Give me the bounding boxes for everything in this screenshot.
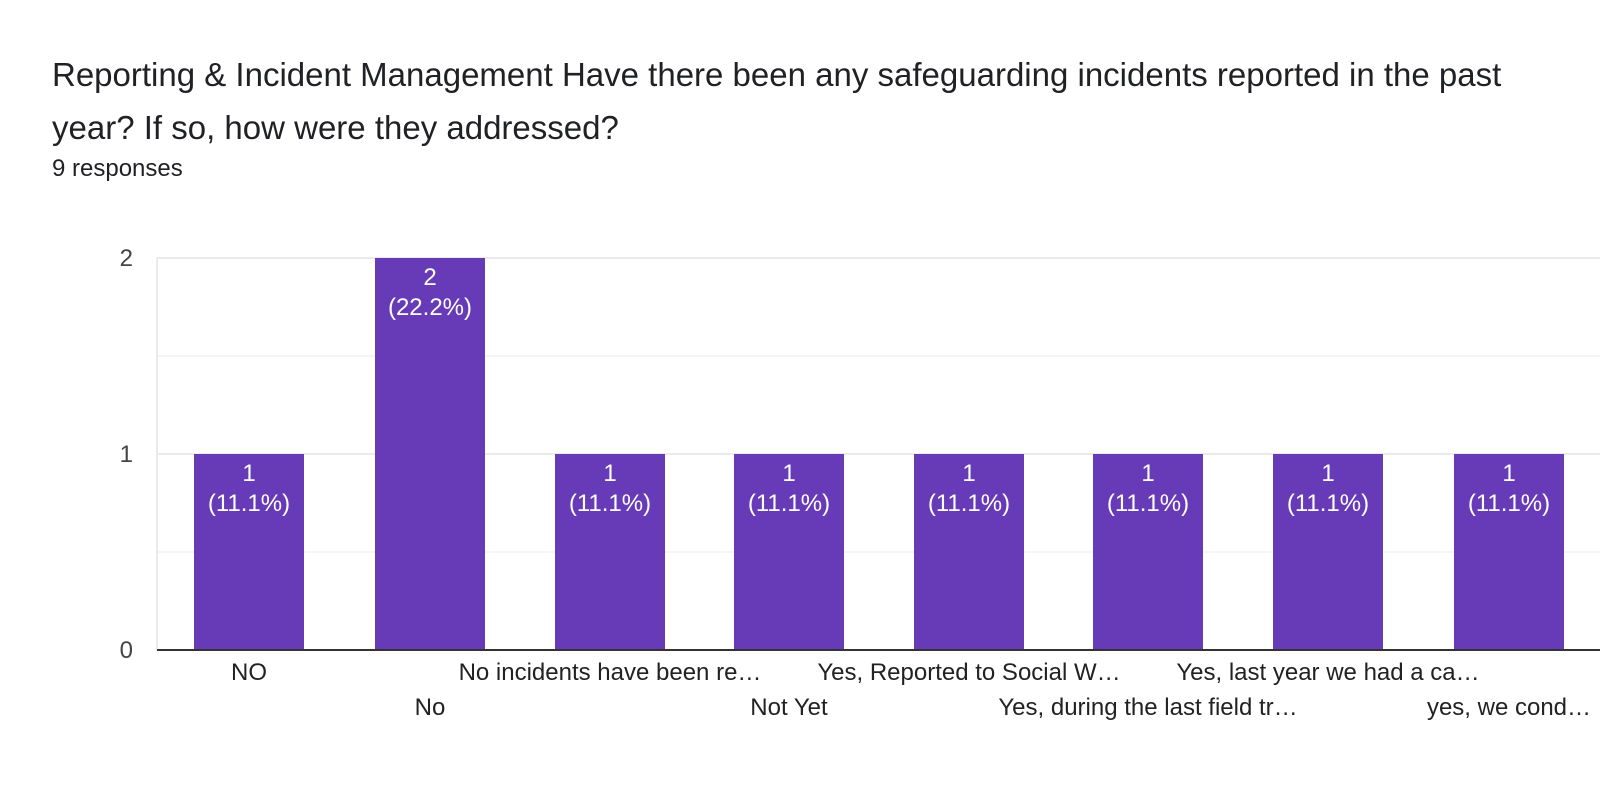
bar — [914, 454, 1024, 650]
bar-value-label: 1 — [1141, 460, 1154, 487]
bar-percent-label: (22.2%) — [388, 294, 472, 321]
x-category-label: Yes, last year we had a ca… — [1176, 659, 1479, 686]
bar-percent-label: (11.1%) — [569, 490, 651, 517]
bar-percent-label: (11.1%) — [748, 490, 830, 517]
bar-percent-label: (11.1%) — [928, 490, 1010, 517]
bar-percent-label: (11.1%) — [1107, 490, 1189, 517]
bar — [194, 454, 304, 650]
bar — [1454, 454, 1564, 650]
bar-value-label: 1 — [242, 460, 255, 487]
bar — [555, 454, 665, 650]
bar-value-label: 1 — [1321, 460, 1334, 487]
bar-value-label: 1 — [603, 460, 616, 487]
bar — [1093, 454, 1203, 650]
question-title: Reporting & Incident Management Have the… — [52, 56, 1502, 146]
response-count: 9 responses — [52, 155, 183, 182]
bar-percent-label: (11.1%) — [1468, 490, 1550, 517]
bar — [375, 258, 485, 650]
bar — [734, 454, 844, 650]
y-tick-label: 2 — [120, 245, 133, 272]
x-category-label: yes, we cond… — [1427, 694, 1591, 721]
x-category-label: NO — [231, 659, 267, 686]
bar — [1273, 454, 1383, 650]
bar-percent-label: (11.1%) — [208, 490, 290, 517]
x-category-label: Yes, during the last field tr… — [998, 694, 1297, 721]
x-category-label: Not Yet — [750, 694, 828, 721]
bar-value-label: 1 — [1502, 460, 1515, 487]
y-tick-label: 1 — [120, 441, 133, 468]
bar-value-label: 1 — [962, 460, 975, 487]
y-tick-label: 0 — [120, 637, 133, 664]
x-category-label: No — [415, 694, 446, 721]
x-category-label: Yes, Reported to Social W… — [817, 659, 1120, 686]
bar-value-label: 2 — [423, 264, 436, 291]
x-category-label: No incidents have been re… — [459, 659, 762, 686]
bar-percent-label: (11.1%) — [1287, 490, 1369, 517]
bar-value-label: 1 — [782, 460, 795, 487]
